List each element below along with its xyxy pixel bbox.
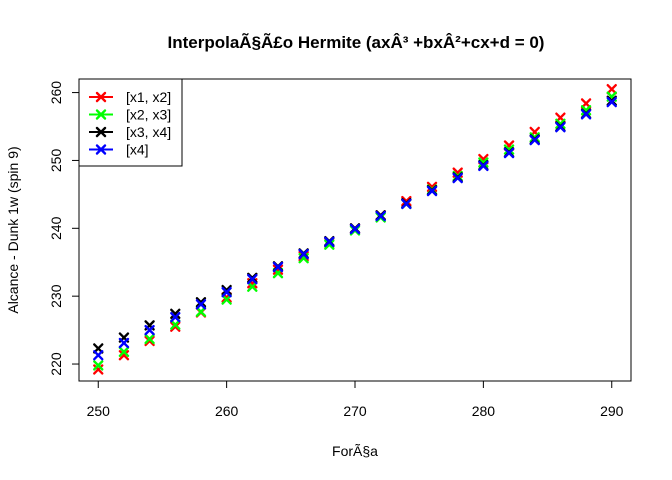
data-point: [426, 185, 438, 197]
data-point: [503, 147, 515, 159]
data-point: [247, 281, 258, 292]
data-point: [93, 360, 104, 371]
data-point: [195, 297, 207, 308]
data-point: [375, 210, 386, 222]
data-points: [93, 83, 617, 375]
data-point: [93, 350, 104, 361]
data-point: [195, 306, 207, 317]
data-point: [272, 264, 284, 275]
x-tick-label: 280: [472, 403, 496, 419]
data-point: [580, 109, 592, 120]
data-point: [401, 195, 412, 207]
y-tick-label: 240: [48, 216, 64, 240]
x-axis: 250 260 270 280 290: [87, 381, 624, 419]
data-point: [555, 121, 566, 133]
legend-label: [x3, x4]: [126, 124, 171, 140]
chart-title: InterpolaÃ§Ã£o Hermite (axÂ³ +bxÂ²+cx+d …: [168, 32, 545, 52]
data-point: [478, 157, 489, 168]
data-point: [555, 118, 566, 129]
data-point: [170, 319, 181, 330]
data-point: [478, 160, 489, 172]
data-point: [503, 144, 515, 155]
legend-item: [x3, x4]: [89, 124, 171, 140]
data-point: [118, 346, 130, 358]
legend-item: [x4]: [89, 142, 149, 158]
data-point: [529, 134, 540, 146]
data-point: [144, 324, 155, 336]
data-point: [221, 286, 232, 298]
legend-item: [x2, x3]: [89, 107, 171, 123]
x-axis-label: ForÃ§a: [332, 443, 378, 459]
data-point: [606, 96, 617, 108]
data-point: [221, 284, 232, 296]
data-point: [118, 337, 130, 349]
data-point: [298, 248, 309, 260]
legend-item: [x1, x2]: [89, 89, 171, 105]
data-point: [298, 250, 309, 262]
data-point: [221, 294, 232, 305]
legend-marker: [95, 126, 107, 138]
data-point: [606, 83, 617, 95]
data-point: [144, 335, 155, 347]
data-point: [118, 350, 130, 361]
legend-marker: [95, 109, 107, 120]
legend-marker: [95, 144, 107, 155]
data-point: [195, 299, 207, 310]
data-point: [272, 261, 284, 273]
x-tick-label: 290: [600, 403, 624, 419]
legend-label: [x1, x2]: [126, 89, 171, 105]
data-point: [452, 172, 463, 184]
x-tick-label: 270: [343, 403, 367, 419]
y-tick-label: 260: [48, 81, 64, 105]
data-point: [170, 321, 181, 332]
y-axis-label: Alcance - Dunk 1w (spin 9): [5, 146, 21, 313]
data-point: [170, 308, 181, 320]
legend-label: [x2, x3]: [126, 107, 171, 123]
data-point: [324, 236, 335, 248]
data-point: [324, 239, 335, 250]
x-tick-label: 250: [87, 403, 111, 419]
y-axis: 220 230 240 250 260: [48, 81, 79, 376]
data-point: [401, 198, 412, 210]
legend: [x1, x2] [x2, x3][x3, x4] [x4]: [78, 78, 183, 167]
data-point: [247, 274, 258, 285]
y-tick-label: 220: [48, 352, 64, 376]
data-point: [529, 132, 540, 143]
x-tick-label: 260: [215, 403, 239, 419]
data-point: [349, 223, 361, 235]
legend-marker: [95, 91, 107, 103]
series-3: [93, 96, 617, 361]
y-tick-label: 230: [48, 284, 64, 308]
data-point: [144, 333, 155, 345]
data-point: [170, 312, 181, 323]
y-tick-label: 250: [48, 149, 64, 173]
legend-label: [x4]: [126, 142, 149, 158]
